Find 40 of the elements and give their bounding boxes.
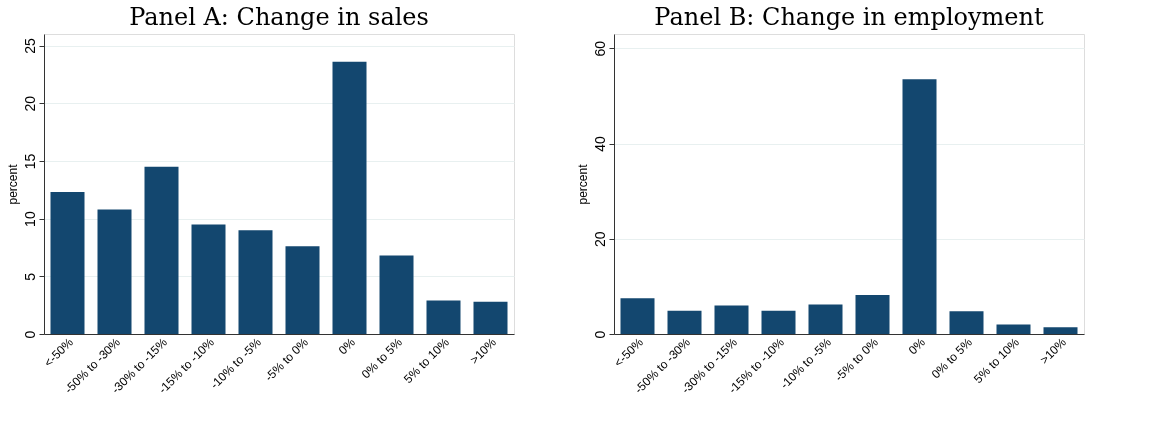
y-axis-title: percent (5, 163, 20, 205)
x-tick-label: 0% (905, 334, 929, 358)
bar (1043, 327, 1078, 334)
bar (855, 294, 890, 334)
chart-title: Panel A: Change in sales (129, 3, 429, 31)
bar (332, 61, 367, 334)
chart-title: Panel B: Change in employment (654, 3, 1045, 31)
bar (996, 324, 1031, 334)
bar (620, 298, 655, 334)
y-tick-label: 40 (591, 136, 608, 152)
y-tick-label: 20 (21, 95, 38, 112)
y-tick-label: 0 (21, 330, 38, 339)
bar (808, 304, 843, 334)
bar (473, 301, 508, 334)
y-tick-label: 20 (591, 231, 608, 248)
bar (50, 192, 85, 334)
x-tick-label: -5% to 0% (831, 334, 882, 385)
y-axis-title: percent (575, 163, 590, 205)
bar (191, 224, 226, 334)
bar (714, 305, 749, 334)
bar (238, 230, 273, 334)
bar (379, 255, 414, 334)
y-tick-label: 60 (591, 40, 608, 57)
x-tick-label: 5% to 10% (971, 334, 1023, 387)
y-tick-label: 5 (21, 272, 38, 281)
bar (285, 246, 320, 334)
x-tick-label: 5% to 10% (401, 334, 453, 387)
y-tick-label: 10 (21, 211, 38, 227)
bar (667, 310, 702, 334)
x-tick-label: 0% (335, 334, 359, 358)
bar (144, 166, 179, 334)
bar (97, 209, 132, 334)
y-tick-label: 0 (591, 330, 608, 339)
bar (902, 79, 937, 334)
x-tick-label: -5% to 0% (261, 334, 312, 385)
y-tick-label: 15 (21, 153, 38, 170)
y-tick-label: 25 (21, 38, 38, 54)
bar (426, 300, 461, 334)
bar (761, 310, 796, 334)
bar (949, 311, 984, 334)
